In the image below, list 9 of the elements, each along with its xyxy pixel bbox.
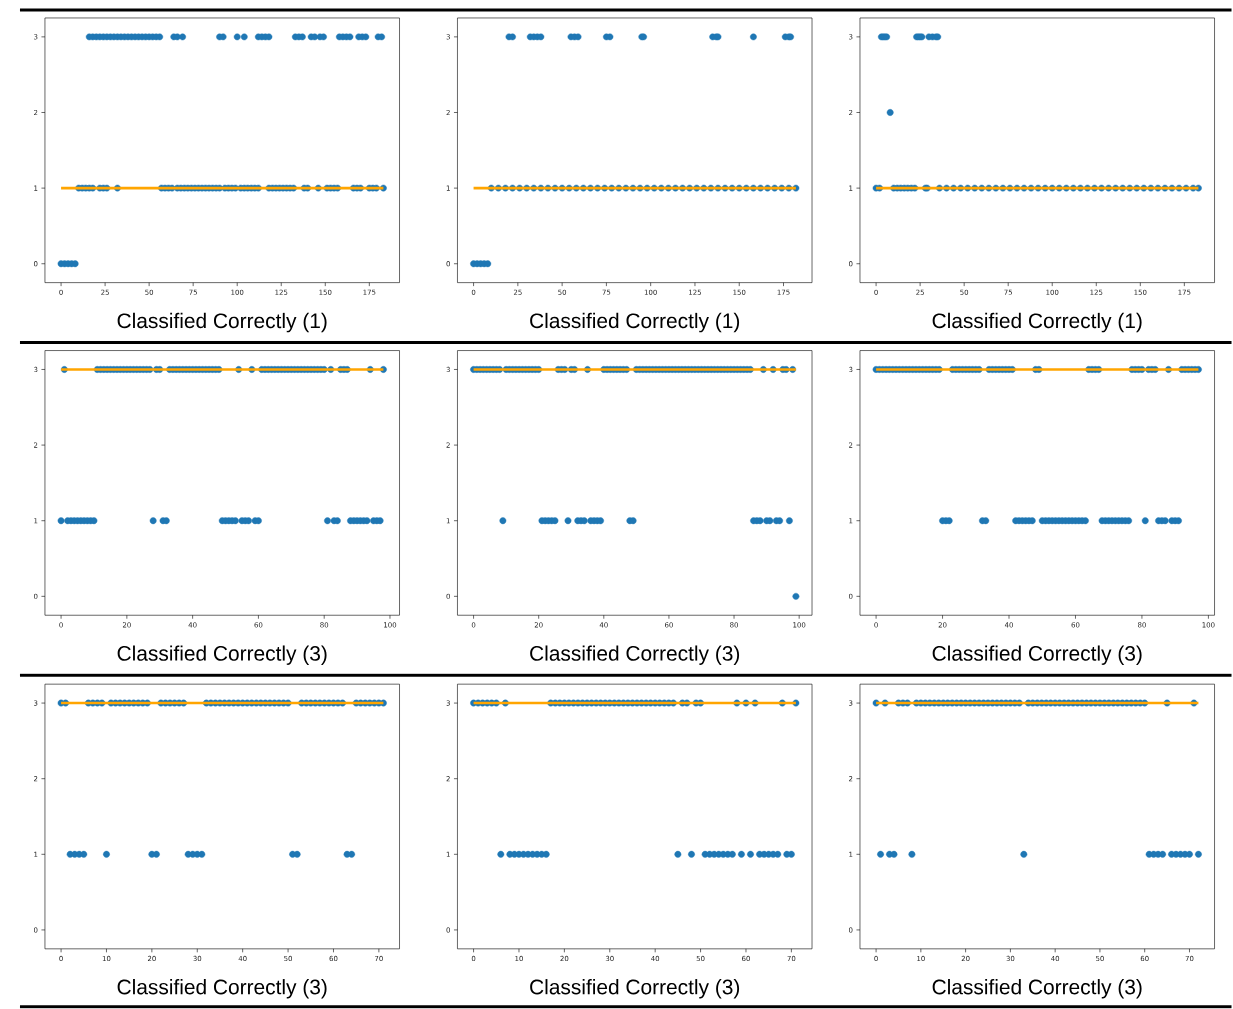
x-axis-title: Classified Correctly (3) [530, 645, 740, 666]
x-axis-title: Classified Correctly (3) [932, 979, 1142, 999]
x-axis-title: Classified Correctly (1) [932, 312, 1142, 333]
x-axis-title: Classified Correctly (1) [530, 312, 740, 333]
x-axis-title: Classified Correctly (3) [530, 979, 740, 999]
x-axis-title: Classified Correctly (3) [117, 979, 327, 999]
x-axis-title: Classified Correctly (3) [117, 645, 327, 666]
x-axis-title: Classified Correctly (1) [117, 312, 327, 333]
x-axis-title: Classified Correctly (3) [932, 645, 1142, 666]
